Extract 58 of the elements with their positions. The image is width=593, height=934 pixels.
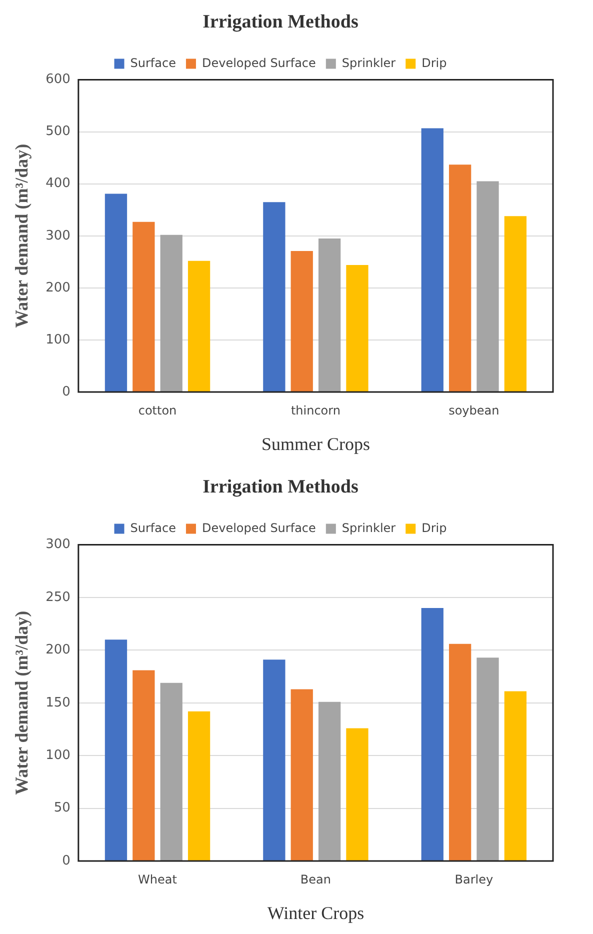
y-tick-label: 100 xyxy=(46,748,70,763)
bar xyxy=(448,644,472,860)
x-tick-label: Bean xyxy=(300,872,331,886)
bar xyxy=(263,660,286,860)
legend-label: Sprinkler xyxy=(342,520,396,535)
x-axis-title: Winter Crops xyxy=(267,902,364,923)
bar xyxy=(346,265,368,392)
y-tick-label: 200 xyxy=(46,642,70,658)
x-tick-label: Wheat xyxy=(138,872,178,886)
chart-title: Irrigation Methods xyxy=(202,476,358,498)
legend-label: Drip xyxy=(422,520,447,535)
y-tick-label: 0 xyxy=(62,853,70,868)
bar xyxy=(132,222,155,392)
bar xyxy=(346,728,368,860)
bar xyxy=(104,640,128,860)
bar xyxy=(290,250,313,392)
legend-label: Drip xyxy=(422,56,447,70)
legend-label: Developed Surface xyxy=(202,56,316,70)
legend-label: Sprinkler xyxy=(342,56,396,70)
legend-label: Developed Surface xyxy=(202,520,316,535)
bar xyxy=(290,689,313,860)
bar xyxy=(421,608,444,860)
bar xyxy=(504,216,526,392)
legend-label: Surface xyxy=(130,56,176,70)
y-tick-label: 250 xyxy=(46,590,70,605)
bar xyxy=(104,194,128,392)
bar xyxy=(476,658,499,860)
y-tick-label: 0 xyxy=(62,384,70,400)
bar xyxy=(160,234,182,392)
y-axis-title: Water demand (m³/day) xyxy=(11,610,32,795)
x-tick-label: thincorn xyxy=(290,403,340,418)
x-tick-label: soybean xyxy=(448,403,500,418)
y-tick-label: 500 xyxy=(46,124,70,140)
bar xyxy=(318,238,341,392)
bar xyxy=(263,202,286,392)
bar xyxy=(160,682,182,860)
y-tick-label: 300 xyxy=(46,537,70,552)
bar xyxy=(188,260,210,392)
chart-title: Irrigation Methods xyxy=(202,11,358,32)
bar xyxy=(448,164,472,392)
x-tick-label: cotton xyxy=(138,403,177,418)
x-axis-title: Summer Crops xyxy=(261,434,370,454)
y-tick-label: 100 xyxy=(46,332,70,348)
bar xyxy=(504,691,526,860)
x-tick-label: Barley xyxy=(454,872,494,886)
y-axis-title: Water demand (m³/day) xyxy=(11,144,32,328)
y-tick-label: 400 xyxy=(46,176,70,192)
bar xyxy=(188,711,210,860)
y-tick-label: 600 xyxy=(46,72,70,88)
bar xyxy=(132,670,155,860)
y-tick-label: 200 xyxy=(46,280,70,296)
y-tick-label: 150 xyxy=(46,695,70,710)
bar xyxy=(421,128,444,392)
y-tick-label: 50 xyxy=(54,800,70,816)
bar xyxy=(318,702,341,860)
bar xyxy=(476,181,499,392)
legend-label: Surface xyxy=(130,520,176,535)
y-tick-label: 300 xyxy=(46,228,70,244)
